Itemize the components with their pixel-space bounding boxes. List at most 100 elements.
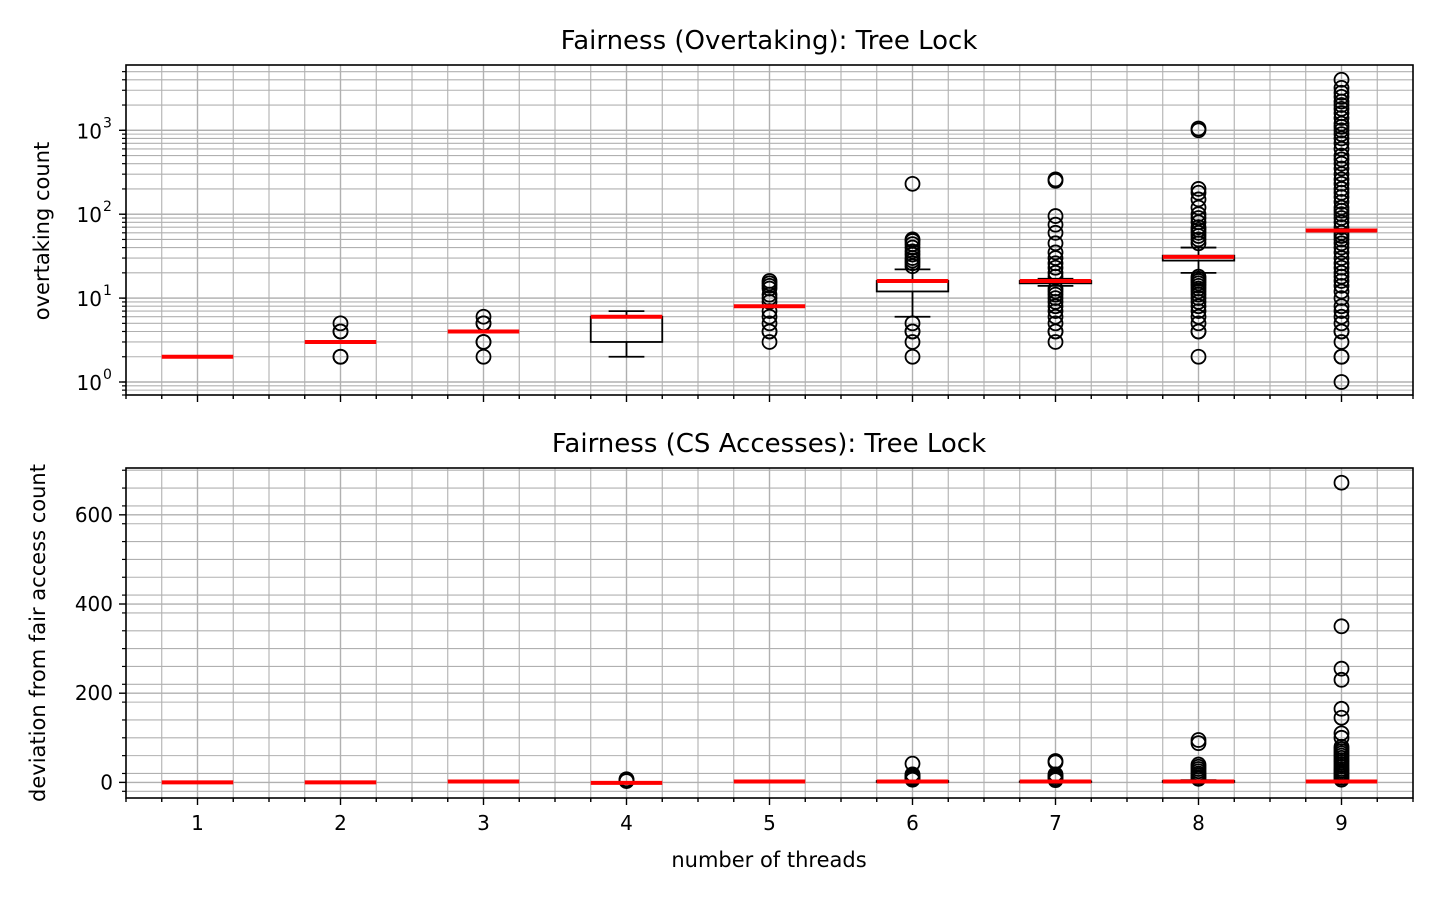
overtaking-ylabel: overtaking count xyxy=(30,142,54,321)
overtaking-flier-point xyxy=(1190,219,1207,236)
overtaking-flier-point xyxy=(761,303,778,319)
overtaking-flier-point xyxy=(1333,308,1350,325)
cs-accesses-ytick-label: 200 xyxy=(75,681,113,705)
overtaking-flier-point xyxy=(1333,110,1350,126)
overtaking-flier-point xyxy=(1047,224,1064,241)
overtaking-ytick-exponent: 1 xyxy=(103,283,112,299)
cs-accesses-flier-point xyxy=(1333,725,1350,742)
overtaking-flier-point xyxy=(1047,171,1064,188)
overtaking-flier-point xyxy=(1333,135,1350,152)
cs-accesses-flier-point xyxy=(1047,753,1064,769)
cs-accesses-box-group xyxy=(1018,753,1093,789)
overtaking-box-group xyxy=(1305,71,1378,390)
overtaking-box-group xyxy=(733,273,806,350)
overtaking-flier-point xyxy=(1190,210,1207,226)
cs-accesses-xtick-label: 3 xyxy=(477,811,490,835)
cs-accesses-flier-point xyxy=(1333,671,1350,688)
overtaking-ytick-exponent: 0 xyxy=(103,367,112,383)
overtaking-flier-point xyxy=(1047,255,1064,272)
cs-accesses-flier-point xyxy=(904,755,921,772)
cs-accesses-flier-point xyxy=(1190,756,1207,773)
overtaking-flier-point xyxy=(1047,315,1064,332)
overtaking-box-group xyxy=(589,310,664,358)
overtaking-flier-point xyxy=(1333,303,1350,319)
overtaking-ytick-label: 10 xyxy=(77,287,102,311)
overtaking-flier-point xyxy=(1333,100,1350,117)
cs-accesses-xtick-label: 4 xyxy=(620,811,633,835)
cs-accesses-xlabel: number of threads xyxy=(671,848,866,872)
overtaking-flier-point xyxy=(1333,255,1350,272)
overtaking-flier-point xyxy=(1333,89,1350,105)
overtaking-flier-point xyxy=(1190,268,1207,285)
overtaking-flier-point xyxy=(1047,235,1064,252)
overtaking-flier-point xyxy=(1333,315,1350,332)
cs-accesses-flier-point xyxy=(618,771,635,788)
overtaking-title: Fairness (Overtaking): Tree Lock xyxy=(561,26,978,56)
overtaking-flier-point xyxy=(1333,235,1350,252)
cs-accesses-axes: 1 2 3 4 5 6 7 8 9 0 200 400 600 xyxy=(75,467,1414,835)
cs-accesses-title: Fairness (CS Accesses): Tree Lock xyxy=(552,429,986,459)
overtaking-flier-point xyxy=(332,315,349,332)
overtaking-flier-point xyxy=(761,315,778,332)
cs-accesses-ytick-label: 400 xyxy=(75,592,113,616)
overtaking-flier-point xyxy=(1333,334,1350,350)
overtaking-ytick-exponent: 2 xyxy=(103,199,112,215)
overtaking-boxes xyxy=(161,71,1378,390)
overtaking-flier-point xyxy=(1047,244,1064,261)
overtaking-ytick-label: 10 xyxy=(77,371,102,395)
overtaking-flier-point xyxy=(904,334,921,350)
overtaking-flier-point xyxy=(332,348,349,365)
overtaking-flier-point xyxy=(1333,71,1350,88)
overtaking-flier-point xyxy=(1190,181,1207,197)
overtaking-box-group xyxy=(304,315,377,365)
overtaking-flier-point xyxy=(1333,126,1350,143)
cs-accesses-panel: Fairness (CS Accesses): Tree Lock deviat… xyxy=(26,429,1414,872)
overtaking-flier-point xyxy=(1047,334,1064,350)
overtaking-flier-point xyxy=(1190,191,1207,208)
cs-accesses-flier-point xyxy=(1190,732,1207,748)
cs-accesses-xtick-label: 7 xyxy=(1049,811,1062,835)
cs-accesses-flier-point xyxy=(1333,700,1350,717)
overtaking-flier-point xyxy=(475,308,492,325)
overtaking-flier-point xyxy=(1190,303,1207,319)
overtaking-flier-point xyxy=(1333,151,1350,168)
cs-accesses-ytick-label: 0 xyxy=(100,770,113,794)
cs-accesses-xtick-label: 8 xyxy=(1192,811,1205,835)
overtaking-box-group xyxy=(875,175,950,365)
cs-accesses-flier-point xyxy=(1333,729,1350,746)
overtaking-box-group xyxy=(447,308,520,365)
overtaking-flier-point xyxy=(475,334,492,350)
overtaking-flier-point xyxy=(1047,208,1064,224)
overtaking-flier-point xyxy=(1333,105,1350,122)
cs-accesses-xtick-label: 1 xyxy=(191,811,204,835)
cs-accesses-box-group xyxy=(1305,474,1378,788)
overtaking-flier-point xyxy=(1047,303,1064,319)
overtaking-flier-point xyxy=(761,273,778,289)
cs-accesses-flier-point xyxy=(1333,660,1350,677)
overtaking-flier-point xyxy=(1047,216,1064,233)
overtaking-flier-point xyxy=(332,323,349,340)
overtaking-flier-point xyxy=(1333,219,1350,236)
cs-accesses-boxes xyxy=(161,474,1378,789)
overtaking-flier-point xyxy=(1333,147,1350,164)
overtaking-ytick-label: 10 xyxy=(77,203,102,227)
cs-accesses-flier-point xyxy=(1333,618,1350,635)
overtaking-panel: Fairness (Overtaking): Tree Lock overtak… xyxy=(30,26,1414,402)
overtaking-flier-point xyxy=(1333,244,1350,261)
overtaking-flier-point xyxy=(1190,120,1207,137)
overtaking-flier-point xyxy=(1333,290,1350,306)
overtaking-flier-point xyxy=(1333,175,1350,192)
cs-accesses-box-group xyxy=(875,755,950,788)
overtaking-box-group xyxy=(1018,171,1093,350)
overtaking-flier-point xyxy=(1047,259,1064,276)
overtaking-flier-point xyxy=(1333,210,1350,226)
overtaking-flier-point xyxy=(1333,194,1350,210)
overtaking-flier-point xyxy=(1333,259,1350,276)
cs-accesses-xtick-label: 5 xyxy=(763,811,776,835)
overtaking-flier-point xyxy=(1333,80,1350,96)
overtaking-box-group xyxy=(1161,120,1236,365)
overtaking-ytick-exponent: 3 xyxy=(103,115,112,131)
overtaking-flier-point xyxy=(904,323,921,340)
